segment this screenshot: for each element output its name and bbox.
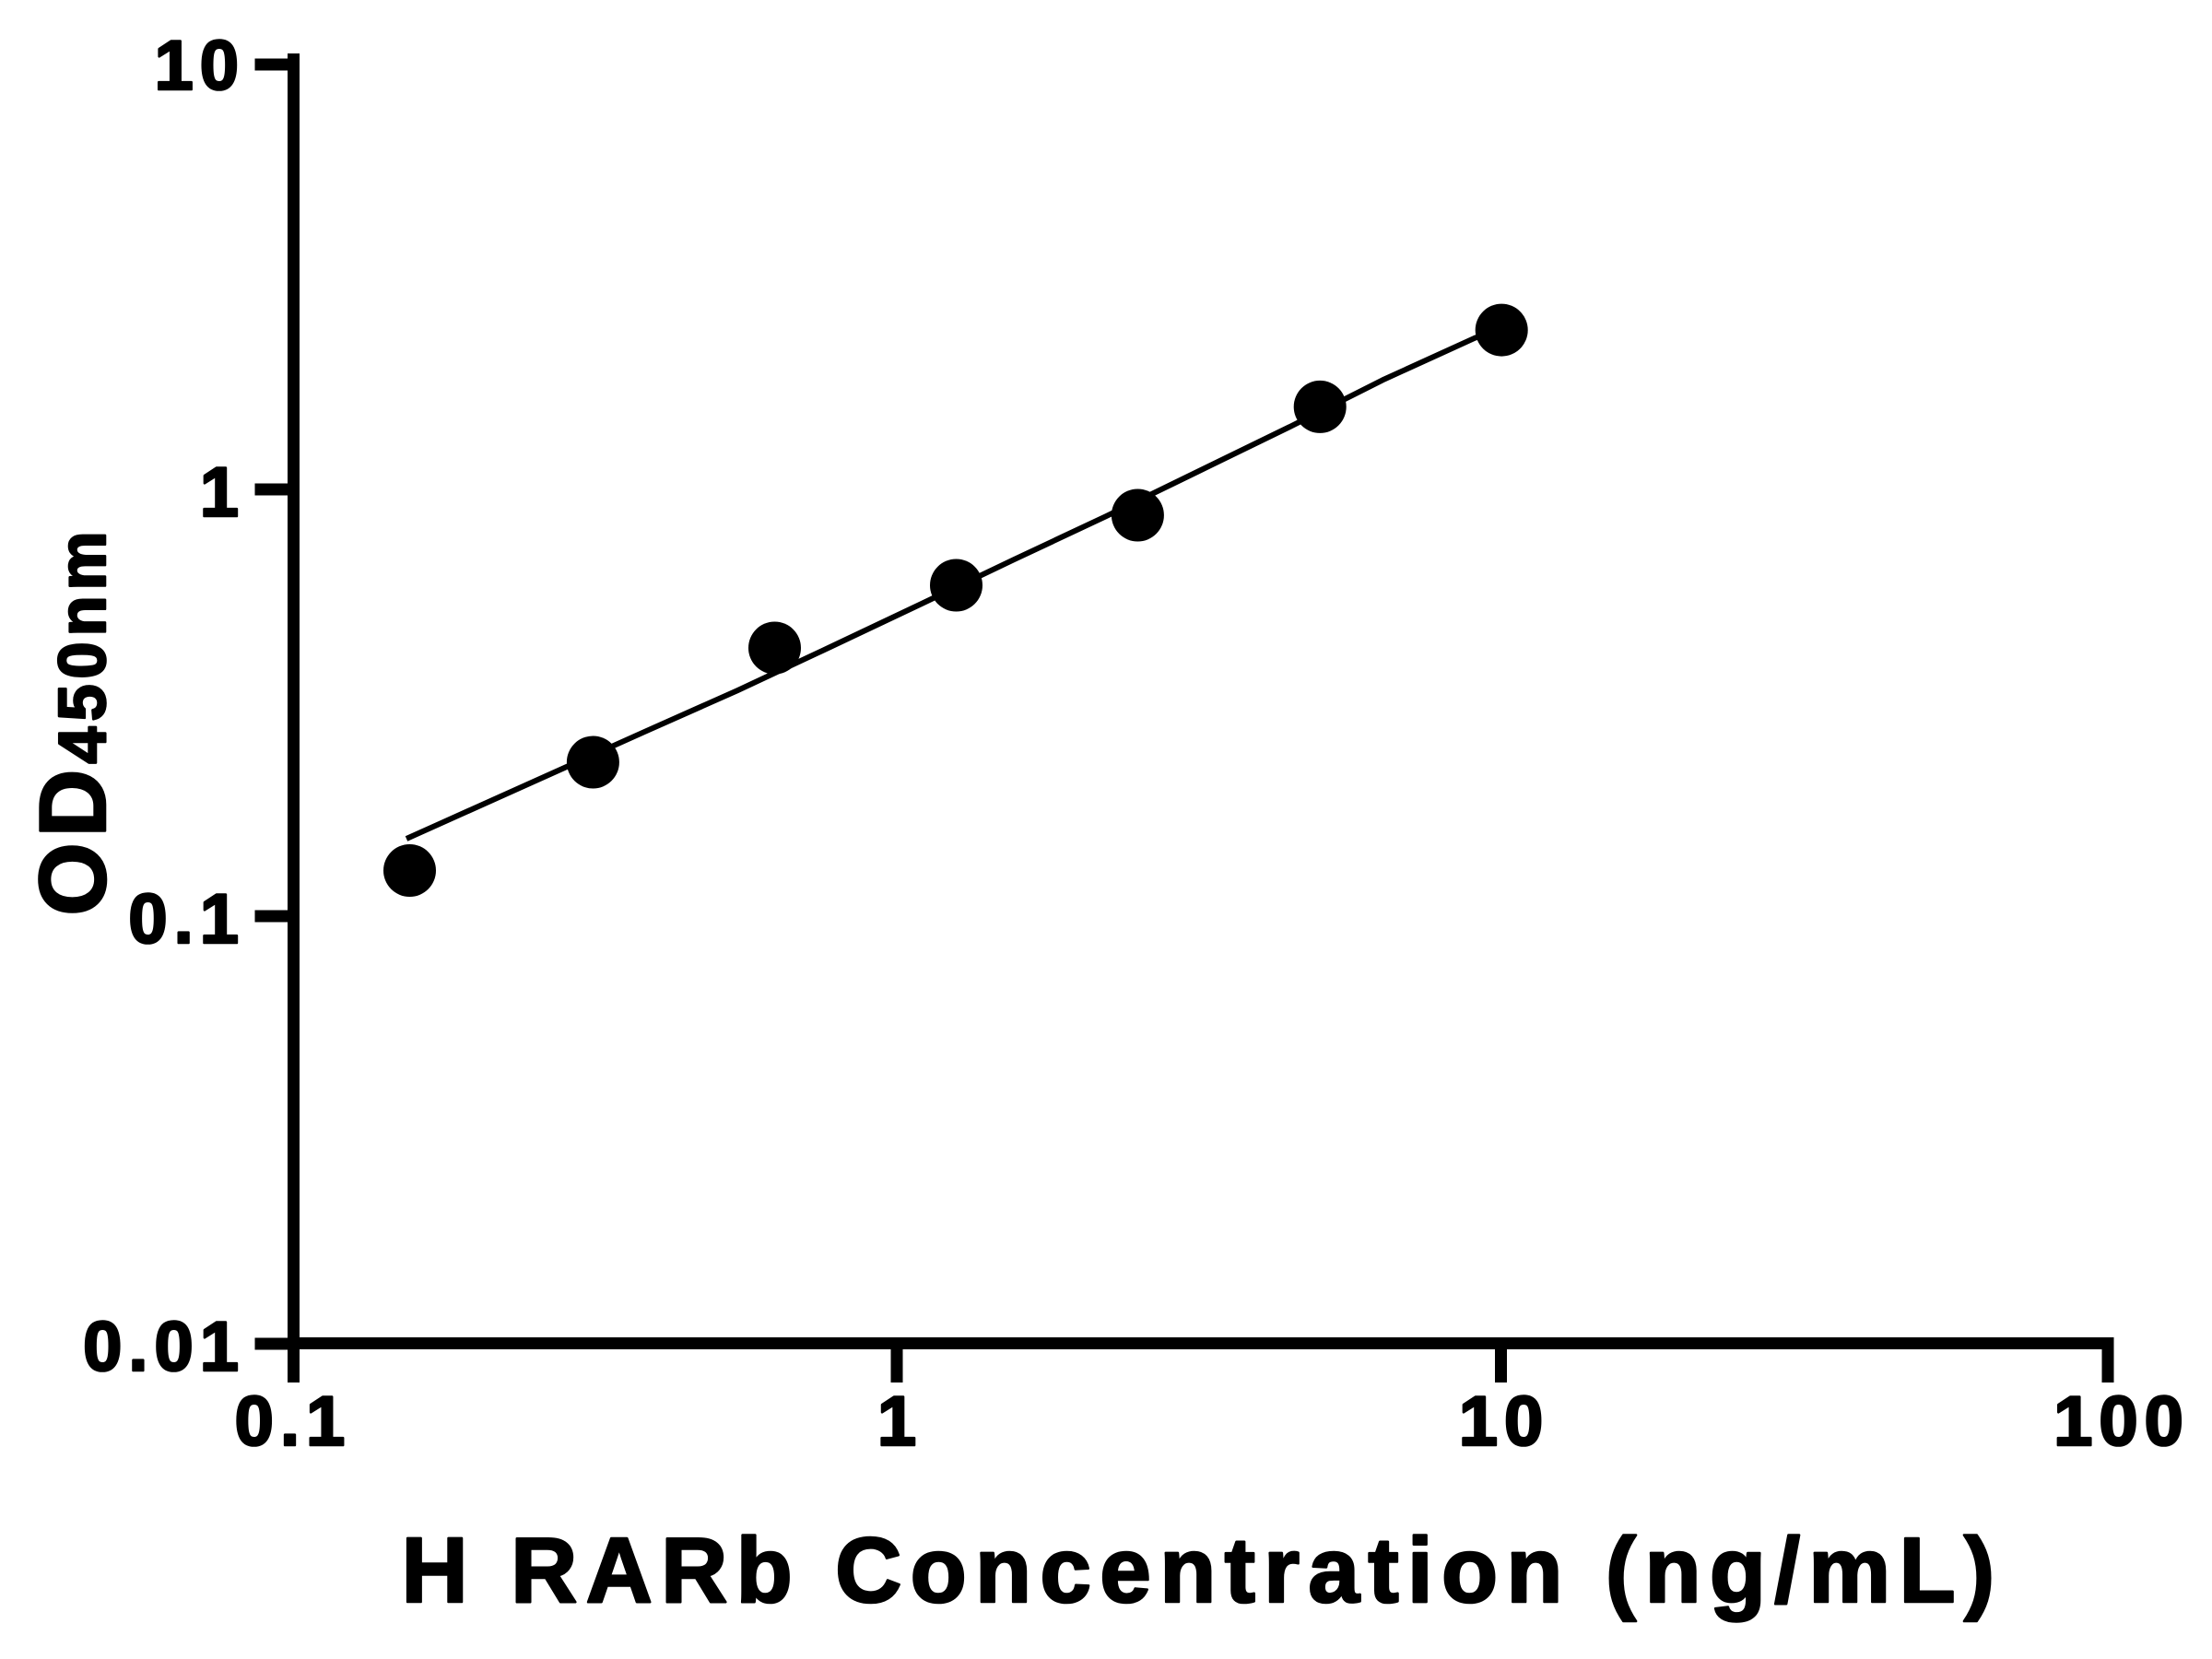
svg-text:10: 10 [1459,1382,1550,1461]
svg-text:0.01: 0.01 [83,1308,245,1386]
svg-text:1: 1 [877,1382,923,1461]
svg-text:0.1: 0.1 [235,1382,352,1461]
svg-text:100: 100 [2053,1382,2190,1461]
svg-text:0.1: 0.1 [128,880,245,959]
svg-text:1: 1 [200,453,245,532]
svg-text:OD450nm: OD450nm [20,525,125,915]
svg-text:H RARb Concentration (ng/mL): H RARb Concentration (ng/mL) [401,1519,2003,1622]
svg-text:10: 10 [154,27,245,105]
